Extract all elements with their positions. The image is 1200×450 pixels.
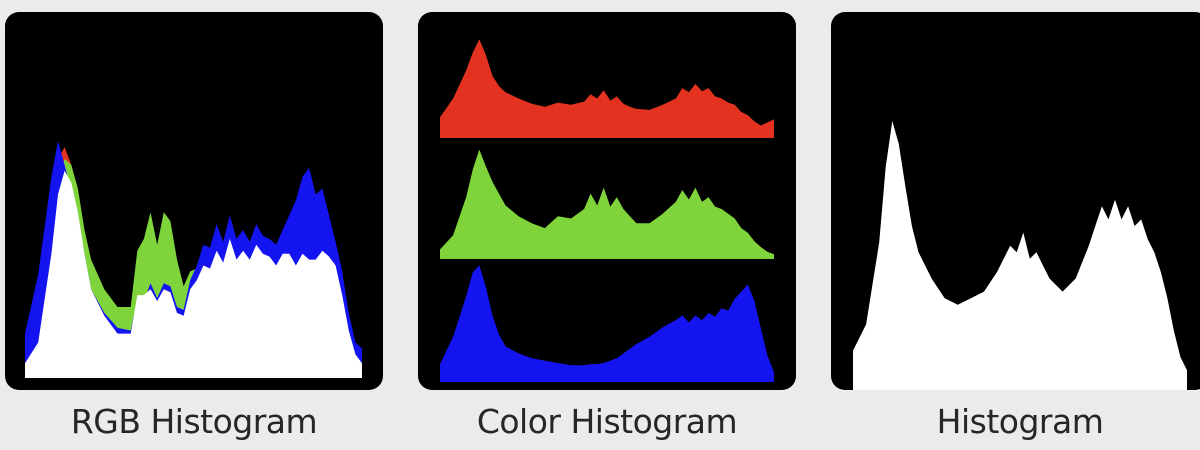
luminance-histogram-panel <box>831 12 1200 390</box>
luminance-histogram-caption: Histogram <box>936 402 1104 441</box>
luminance-area <box>853 121 1187 390</box>
green-channel-strip <box>440 149 774 259</box>
red-channel-strip <box>440 39 774 139</box>
rgb-histogram-panel <box>5 12 383 390</box>
rgb-histogram-caption: RGB Histogram <box>70 402 318 441</box>
white-channel-area <box>25 170 362 378</box>
color-histogram-caption: Color Histogram <box>476 402 738 441</box>
color-histogram-panel <box>418 12 796 390</box>
luminance-histogram-chart <box>853 121 1187 390</box>
rgb-histogram-chart <box>25 141 362 378</box>
color-histogram-chart <box>440 39 774 382</box>
blue-channel-strip <box>440 265 774 382</box>
